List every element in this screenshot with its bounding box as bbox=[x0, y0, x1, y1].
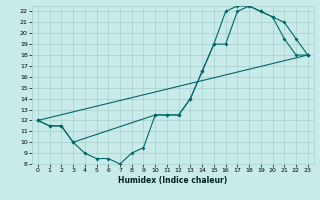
X-axis label: Humidex (Indice chaleur): Humidex (Indice chaleur) bbox=[118, 176, 228, 185]
